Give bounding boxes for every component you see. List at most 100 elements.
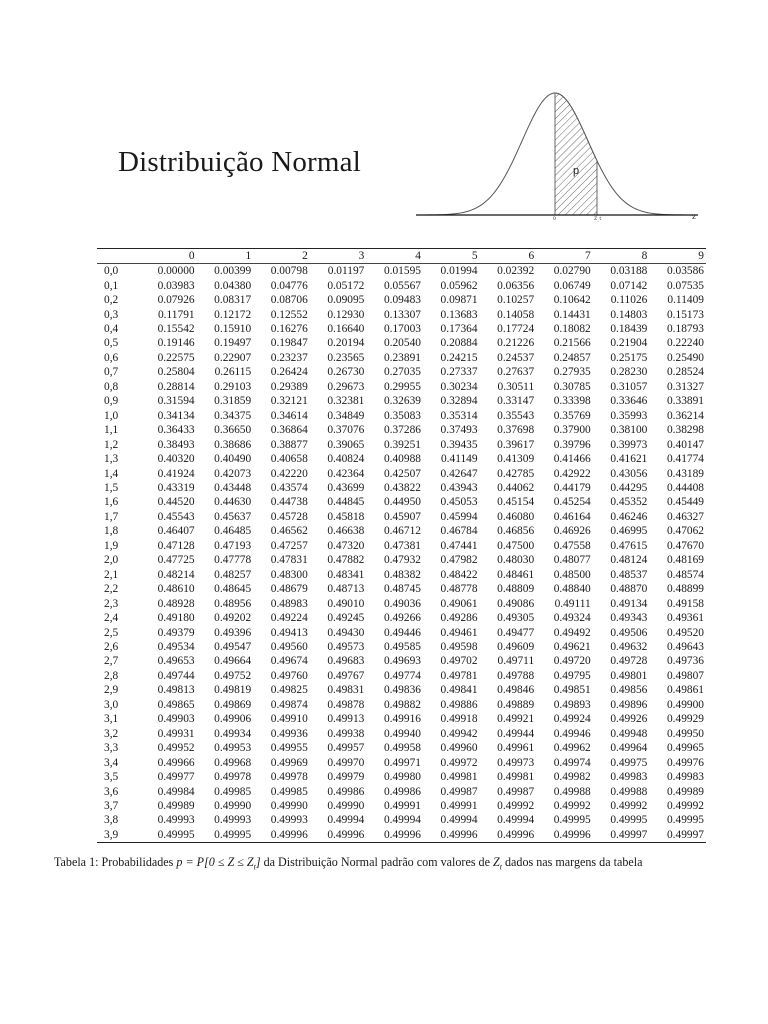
- table-row: 2,4 0.49180 0.49202 0.49224 0.49245 0.49266 0.…: [97, 611, 706, 625]
- probability-cell: 0.15173: [666, 308, 704, 321]
- probability-cell: 0.49886: [440, 698, 478, 711]
- probability-cell: 0.44295: [610, 482, 648, 495]
- row-label: 3,5: [104, 771, 119, 784]
- probability-cell: 0.23565: [327, 351, 365, 364]
- probability-cell: 0.26730: [327, 366, 365, 379]
- row-label: 2,4: [104, 612, 119, 625]
- probability-cell: 0.49461: [440, 626, 478, 639]
- axis-label: z: [692, 213, 696, 221]
- probability-cell: 0.32381: [327, 395, 365, 408]
- probability-cell: 0.45254: [553, 496, 591, 509]
- probability-cell: 0.49938: [327, 727, 365, 740]
- probability-cell: 0.49819: [214, 684, 252, 697]
- probability-cell: 0.13683: [440, 308, 478, 321]
- probability-cell: 0.40824: [327, 453, 365, 466]
- probability-cell: 0.49813: [157, 684, 195, 697]
- probability-cell: 0.37286: [383, 424, 421, 437]
- probability-cell: 0.36864: [270, 424, 308, 437]
- probability-cell: 0.33398: [553, 395, 591, 408]
- table-row: 3,1 0.49903 0.49906 0.49910 0.49913 0.49916 0.…: [97, 712, 706, 726]
- probability-cell: 0.49983: [666, 771, 704, 784]
- probability-cell: 0.49831: [327, 684, 365, 697]
- probability-cell: 0.30785: [553, 380, 591, 393]
- probability-cell: 0.48030: [497, 554, 535, 567]
- probability-cell: 0.39251: [383, 438, 421, 451]
- probability-cell: 0.07926: [157, 294, 195, 307]
- row-label: 1,1: [104, 424, 119, 437]
- row-label: 3,8: [104, 814, 119, 827]
- row-label: 1,2: [104, 438, 119, 451]
- probability-cell: 0.49900: [666, 698, 704, 711]
- page-title: Distribuição Normal: [118, 146, 361, 178]
- probability-cell: 0.49702: [440, 655, 478, 668]
- probability-cell: 0.49971: [383, 756, 421, 769]
- probability-cell: 0.49361: [666, 612, 704, 625]
- probability-cell: 0.49760: [270, 669, 308, 682]
- probability-cell: 0.49976: [666, 756, 704, 769]
- row-label: 0,5: [104, 337, 119, 350]
- probability-cell: 0.46995: [610, 525, 648, 538]
- probability-cell: 0.49061: [440, 597, 478, 610]
- probability-cell: 0.49653: [157, 655, 195, 668]
- probability-cell: 0.49960: [440, 742, 478, 755]
- probability-cell: 0.49991: [440, 799, 478, 812]
- probability-cell: 0.49869: [214, 698, 252, 711]
- probability-cell: 0.16276: [270, 323, 308, 336]
- probability-cell: 0.40320: [157, 453, 195, 466]
- probability-cell: 0.49324: [553, 612, 591, 625]
- probability-cell: 0.11026: [610, 294, 648, 307]
- probability-cell: 0.49693: [383, 655, 421, 668]
- probability-cell: 0.14058: [497, 308, 535, 321]
- table-row: 2,7 0.49653 0.49664 0.49674 0.49683 0.49693 0.…: [97, 654, 706, 668]
- probability-cell: 0.40988: [383, 453, 421, 466]
- probability-cell: 0.49585: [383, 641, 421, 653]
- probability-cell: 0.48124: [610, 554, 648, 567]
- column-header: 9: [698, 250, 704, 262]
- probability-cell: 0.49991: [383, 799, 421, 812]
- probability-cell: 0.02790: [553, 265, 591, 278]
- probability-cell: 0.43319: [157, 482, 195, 495]
- probability-cell: 0.49996: [440, 828, 478, 841]
- probability-cell: 0.10642: [553, 294, 591, 307]
- probability-cell: 0.49995: [666, 814, 704, 827]
- probability-cell: 0.22575: [157, 351, 195, 364]
- probability-cell: 0.49506: [610, 626, 648, 639]
- probability-cell: 0.49202: [214, 612, 252, 625]
- probability-cell: 0.38493: [157, 438, 195, 451]
- probability-cell: 0.49948: [610, 727, 648, 740]
- row-label: 1,6: [104, 496, 119, 509]
- table-row: 3,4 0.49966 0.49968 0.49969 0.49970 0.49971 0.…: [97, 755, 706, 769]
- probability-cell: 0.49986: [327, 785, 365, 798]
- probability-cell: 0.35314: [440, 409, 478, 422]
- probability-cell: 0.49946: [553, 727, 591, 740]
- probability-cell: 0.49916: [383, 713, 421, 726]
- probability-cell: 0.47500: [497, 539, 535, 552]
- column-header: 5: [471, 250, 478, 262]
- probability-cell: 0.41309: [497, 453, 535, 466]
- row-label: 0,8: [104, 380, 119, 393]
- probability-cell: 0.38686: [214, 438, 252, 451]
- probability-cell: 0.37900: [553, 424, 591, 437]
- table-row: 1,2 0.38493 0.38686 0.38877 0.39065 0.39251 0.…: [97, 437, 706, 451]
- probability-cell: 0.49955: [270, 742, 308, 755]
- probability-cell: 0.49944: [497, 727, 535, 740]
- probability-cell: 0.00000: [157, 265, 195, 278]
- probability-cell: 0.48840: [553, 583, 591, 596]
- probability-cell: 0.38298: [666, 424, 704, 437]
- probability-cell: 0.49996: [383, 828, 421, 841]
- probability-cell: 0.42507: [383, 467, 421, 480]
- table-row: 0,2 0.07926 0.08317 0.08706 0.09095 0.09483 0.…: [97, 293, 706, 307]
- probability-cell: 0.05567: [383, 279, 421, 292]
- probability-cell: 0.49994: [440, 814, 478, 827]
- row-label: 1,8: [104, 525, 119, 538]
- probability-cell: 0.21566: [553, 337, 591, 350]
- probability-cell: 0.49430: [327, 626, 365, 639]
- probability-cell: 0.49664: [214, 655, 252, 668]
- probability-cell: 0.34134: [157, 409, 195, 422]
- probability-cell: 0.43822: [383, 482, 421, 495]
- probability-cell: 0.01197: [327, 265, 365, 278]
- row-label: 3,0: [104, 698, 119, 711]
- probability-cell: 0.17364: [440, 323, 478, 336]
- probability-cell: 0.15910: [214, 323, 252, 336]
- probability-cell: 0.49994: [327, 814, 365, 827]
